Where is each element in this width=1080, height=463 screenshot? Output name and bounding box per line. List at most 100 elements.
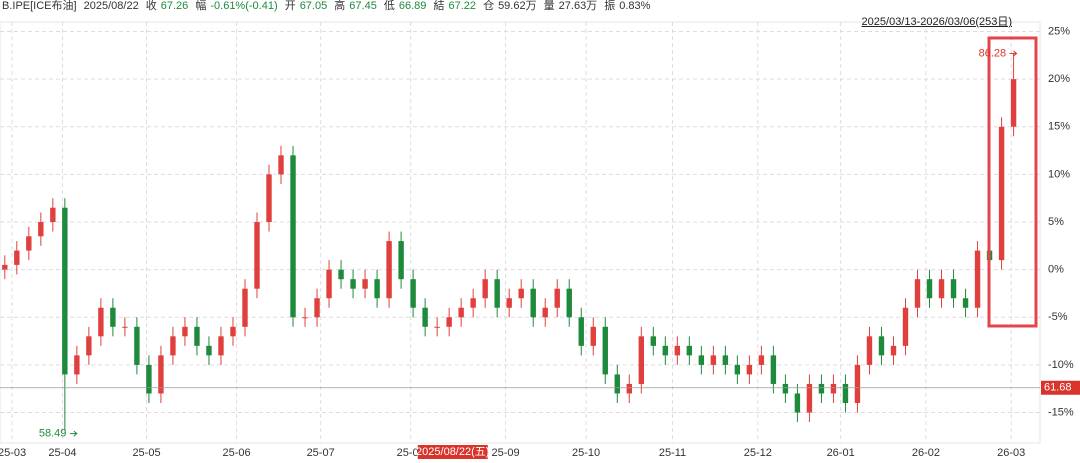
candle-body: [590, 326, 596, 346]
value: 67.26: [160, 0, 189, 12]
candle-body: [602, 326, 608, 375]
x-tick-label: 25-05: [132, 447, 160, 459]
candle-body: [794, 393, 801, 413]
candle-body: [194, 326, 200, 346]
candle-body: [974, 250, 981, 308]
candle-body: [806, 383, 813, 413]
value: 67.22: [448, 0, 476, 12]
candle-body: [62, 207, 68, 375]
candle-body: [122, 326, 128, 328]
candle-body: [410, 279, 416, 308]
x-tick-label: 25-09: [492, 447, 520, 459]
candle-body: [674, 345, 681, 356]
candle-body: [146, 364, 152, 394]
candle-body: [230, 326, 236, 337]
quote-header: B.IPE[ICE布油] 2025/08/22 收 67.26 幅 -0.61%(-…: [2, 0, 654, 12]
candle-body: [890, 345, 897, 356]
candle-body: [14, 250, 20, 265]
candle-body: [206, 345, 212, 356]
candle-body: [242, 288, 248, 327]
candle-body: [110, 307, 116, 327]
label: 收: [145, 0, 157, 12]
candle-body: [362, 279, 368, 289]
y-tick-label: 0%: [1048, 264, 1064, 276]
plot-area: [0, 21, 1041, 444]
y-tick-label: -5%: [1048, 311, 1068, 323]
candle-body: [938, 279, 945, 299]
candle-body: [422, 307, 428, 327]
candle-body: [218, 336, 224, 356]
price-tag: [1041, 380, 1080, 395]
date-range[interactable]: 2025/03/13-2026/03/06(253日): [861, 16, 1012, 28]
candle-body: [350, 279, 356, 289]
x-tick-label: 26-03: [997, 447, 1025, 459]
candle-body: [434, 326, 440, 328]
candle-body: [710, 355, 717, 365]
label: 結: [433, 0, 445, 12]
value: -0.61%(-0.41): [210, 0, 278, 12]
date: 2025/08/22: [83, 0, 139, 12]
candle-body: [470, 298, 476, 308]
candle-body: [50, 207, 56, 223]
candle-body: [770, 355, 777, 384]
candle-body: [386, 241, 392, 299]
x-tick-label: 25-06: [223, 447, 251, 459]
candle-body: [254, 222, 260, 289]
candle-body: [530, 288, 536, 318]
label: 幅: [195, 0, 207, 12]
candle-body: [38, 222, 44, 237]
value: 66.89: [398, 0, 427, 12]
annotation-arrowhead: [1013, 50, 1018, 57]
value: 0.83%: [619, 0, 651, 12]
candle-body: [746, 364, 753, 375]
candle-body: [482, 279, 488, 299]
candle-body: [290, 155, 296, 318]
candle-body: [914, 279, 921, 308]
candle-body: [86, 336, 92, 356]
x-tick-label: 25-12: [744, 447, 772, 459]
x-tick-label: 25-04: [48, 447, 76, 459]
value: 59.62万: [498, 0, 537, 12]
candle-body: [722, 355, 729, 365]
candle-body: [2, 264, 8, 270]
candle-body: [830, 383, 837, 394]
candle-body: [554, 288, 560, 308]
candle-body: [878, 336, 885, 356]
label: 振: [604, 0, 616, 12]
candle-body: [134, 326, 140, 365]
annotation: 58.49: [39, 428, 67, 440]
candle-body: [578, 317, 584, 346]
x-tick-label: 25-11: [659, 447, 686, 459]
candle-body: [74, 355, 80, 375]
candle-body: [854, 364, 861, 403]
candle-body: [314, 298, 320, 318]
y-tick-label: 15%: [1048, 121, 1070, 133]
y-tick-label: 20%: [1048, 73, 1070, 85]
candle-body: [782, 383, 789, 394]
candle-body: [518, 288, 524, 299]
candle-body: [158, 355, 164, 394]
x-tick-label: 25-10: [572, 447, 600, 459]
candle-body: [962, 298, 969, 308]
candle-body: [26, 236, 32, 251]
candle-body: [374, 279, 380, 299]
candle-body: [866, 336, 873, 365]
date-tag-label: 2025/08/22(五): [416, 446, 489, 458]
candle-body: [266, 174, 272, 223]
y-tick-label: 5%: [1048, 216, 1064, 228]
candle-body: [698, 355, 705, 365]
candle-body: [902, 307, 909, 346]
candle-body: [950, 279, 957, 299]
candle-body: [734, 364, 741, 375]
candle-body: [458, 307, 464, 318]
candle-body: [842, 383, 849, 403]
annotation: 86.28: [979, 47, 1007, 59]
x-tick-label: 25-03: [0, 447, 26, 459]
candle-body: [398, 241, 404, 280]
candle-body: [338, 269, 344, 280]
candle-body: [818, 383, 825, 394]
candle-body: [1010, 79, 1017, 127]
candle-body: [302, 317, 308, 319]
